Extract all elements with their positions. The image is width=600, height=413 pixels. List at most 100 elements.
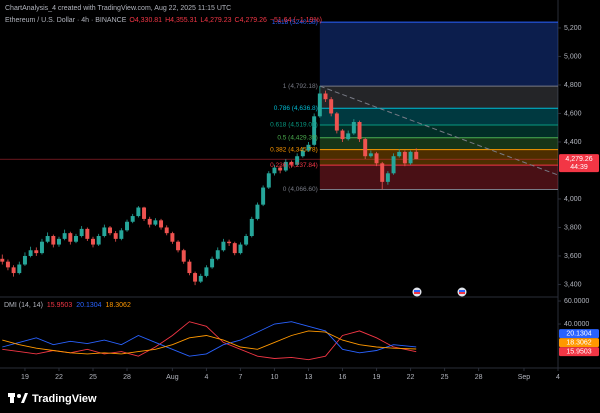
x-tick-label: 4: [556, 374, 560, 381]
x-tick-label: Aug: [166, 374, 179, 381]
candle-body: [34, 250, 39, 254]
candle-body: [261, 187, 266, 205]
candle-body: [351, 122, 356, 134]
candle-body: [408, 151, 413, 164]
value-box-label: 15.9503: [566, 349, 591, 356]
candle-body: [249, 218, 254, 237]
candle-body: [210, 258, 215, 268]
candle-body: [368, 153, 373, 157]
dmi-line: [2, 321, 417, 357]
candle-body: [221, 241, 226, 251]
dmi-legend: DMI (14, 14) 15.9503 20.1304 18.3062: [4, 302, 131, 309]
brand-logo: [8, 393, 28, 403]
x-tick-label: 22: [55, 374, 63, 381]
fib-label: 0.236 (4,237.84): [270, 162, 318, 169]
candle-body: [85, 228, 90, 239]
candle-body: [51, 236, 56, 245]
candle-body: [17, 264, 22, 274]
x-tick-label: 10: [271, 374, 279, 381]
legend-item: 15.9503: [47, 302, 72, 309]
y-tick-label: 3,400: [564, 281, 582, 288]
main-pane: [0, 21, 558, 286]
header: ChartAnalysis_4 created with TradingView…: [5, 3, 322, 27]
brand-name: TradingView: [32, 393, 97, 405]
candle-body: [187, 261, 192, 274]
y-tick-label: 4,000: [564, 196, 582, 203]
candle-body: [272, 167, 277, 174]
event-icon[interactable]: [412, 287, 422, 297]
candle-body: [22, 255, 27, 265]
symbol: Ethereum / U.S. Dollar · 4h · BINANCE: [5, 17, 127, 24]
value-box: [559, 338, 599, 348]
x-tick-label: 28: [475, 374, 483, 381]
candle-body: [266, 173, 271, 188]
x-tick-label: 19: [373, 374, 381, 381]
fib-band: [319, 86, 558, 109]
candle-body: [323, 93, 328, 100]
candle-body: [193, 273, 198, 282]
y-tick-label: 4,400: [564, 139, 582, 146]
y-tick-label: 40.0000: [564, 321, 589, 328]
ohlc-value: O4,330.81: [129, 17, 163, 24]
candle-body: [357, 122, 362, 140]
x-tick-label: 28: [123, 374, 131, 381]
candle-body: [96, 236, 101, 245]
y-tick-label: 5,200: [564, 25, 582, 32]
fib-label: 1.618 (5240.58): [272, 19, 318, 26]
candle-body: [147, 218, 152, 225]
y-tick-label: 4,600: [564, 110, 582, 117]
x-tick-label: 25: [89, 374, 97, 381]
candle-body: [181, 250, 186, 262]
ohlc-value: L4,279.23: [200, 17, 232, 24]
candle-body: [62, 233, 67, 239]
candle-body: [204, 267, 209, 276]
candle-body: [164, 227, 169, 234]
event-icon[interactable]: [457, 287, 467, 297]
x-tick-label: 25: [441, 374, 449, 381]
y-tick-label: 4,800: [564, 82, 582, 89]
candle-body: [39, 241, 44, 254]
candle-body: [91, 238, 95, 245]
y-tick-label: 5,000: [564, 53, 582, 60]
value-box-label: 18.3062: [566, 340, 591, 347]
candle-body: [312, 116, 317, 145]
fib-label: 1 (4,792.18): [283, 83, 318, 90]
x-tick-label: 13: [305, 374, 313, 381]
candle-body: [159, 220, 164, 228]
candle-body: [385, 173, 390, 182]
x-tick-label: 19: [21, 374, 29, 381]
candle-body: [227, 241, 232, 244]
candle-body: [142, 207, 147, 219]
fib-label: 0.618 (4,519.01): [270, 122, 318, 129]
price-label: 4,279.26: [565, 156, 592, 163]
trend-line: [319, 85, 558, 176]
candle-body: [329, 99, 334, 114]
value-box: [559, 329, 599, 339]
candle-body: [300, 150, 305, 157]
y-tick-label: 3,800: [564, 224, 582, 231]
candle-body: [380, 163, 385, 182]
candle-body: [79, 228, 84, 237]
fib-band: [319, 22, 558, 87]
candle-body: [363, 139, 368, 157]
legend-item: DMI (14, 14): [4, 302, 43, 309]
candle-body: [283, 161, 288, 171]
candle-body: [56, 238, 61, 245]
x-tick-label: Sep: [518, 374, 531, 381]
fib-band: [319, 165, 558, 190]
candle-body: [125, 221, 130, 231]
price-label-box: [559, 154, 599, 173]
candle-body: [176, 241, 181, 251]
candle-body: [170, 233, 175, 242]
candle-body: [232, 243, 237, 254]
candle-body: [153, 220, 158, 225]
candle-body: [119, 230, 124, 239]
dmi-line: [2, 330, 417, 355]
candle-body: [28, 250, 33, 256]
candle-body: [414, 151, 419, 160]
candle-body: [215, 250, 220, 259]
ohlc-change: −51.64 (−1.19%): [269, 17, 323, 24]
symbol-line: Ethereum / U.S. Dollar · 4h · BINANCE O4,…: [5, 15, 322, 27]
